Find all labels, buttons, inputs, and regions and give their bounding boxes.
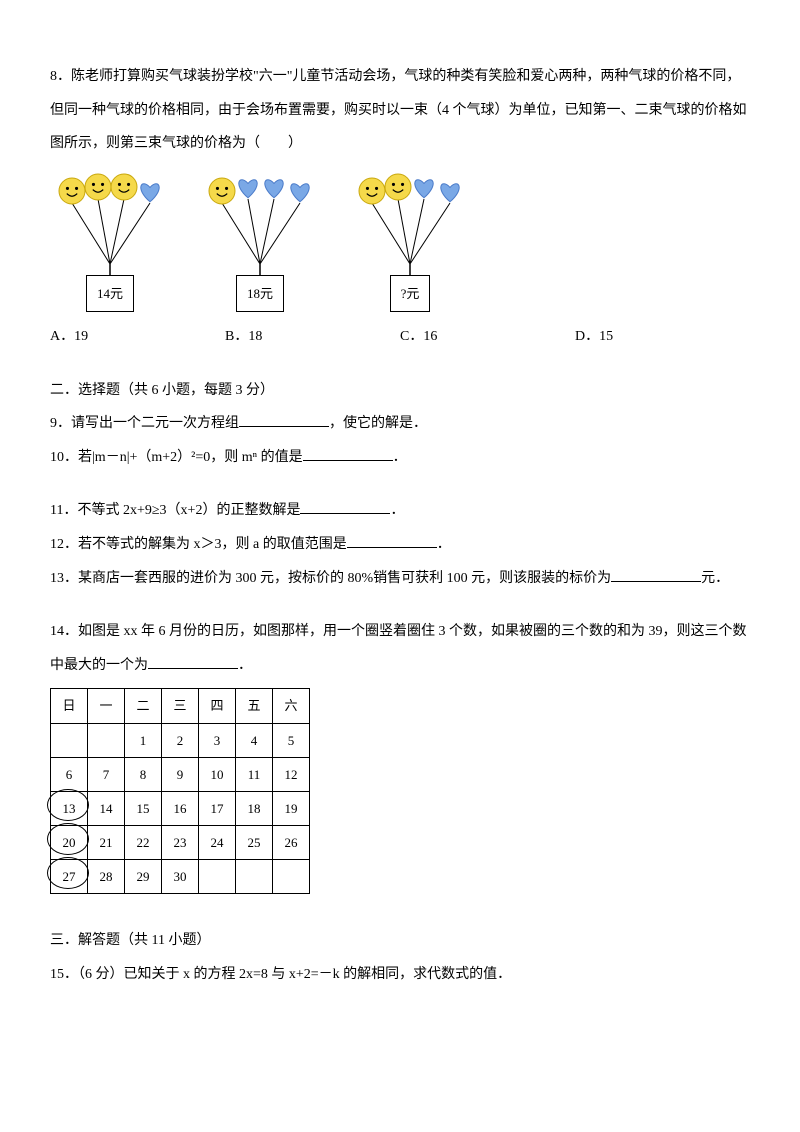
q12-blank[interactable] xyxy=(347,533,437,548)
bundle-1-price: 14元 xyxy=(86,275,134,312)
q14: 14．如图是 xx 年 6 月份的日历，如图那样，用一个圈竖着圈住 3 个数，如… xyxy=(50,615,750,682)
calendar-cell: 21 xyxy=(88,826,125,860)
q10-post: ． xyxy=(393,450,407,465)
calendar-cell: 14 xyxy=(88,791,125,825)
q14-post: ． xyxy=(238,658,252,673)
calendar-header-cell: 日 xyxy=(51,689,88,723)
bundle-1-svg xyxy=(50,169,170,279)
calendar-row: 27282930 xyxy=(51,860,310,894)
calendar-cell xyxy=(273,860,310,894)
calendar-row: 20212223242526 xyxy=(51,826,310,860)
calendar-header-cell: 五 xyxy=(236,689,273,723)
q15: 15．（6 分）已知关于 x 的方程 2x=8 与 x+2=－k 的解相同，求代… xyxy=(50,958,750,992)
q10: 10．若|m－n|+（m+2）²=0，则 mⁿ 的值是 ． xyxy=(50,441,750,475)
calendar-header-cell: 三 xyxy=(162,689,199,723)
q8-text: 8．陈老师打算购买气球装扮学校"六一"儿童节活动会场，气球的种类有笑脸和爱心两种… xyxy=(50,60,750,161)
calendar-cell xyxy=(236,860,273,894)
calendar-cell: 6 xyxy=(51,757,88,791)
q13-pre: 13．某商店一套西服的进价为 300 元，按标价的 80%销售可获利 100 元… xyxy=(50,571,611,586)
calendar-cell xyxy=(199,860,236,894)
bundle-1: 14元 xyxy=(50,169,170,312)
calendar-header-cell: 六 xyxy=(273,689,310,723)
q9-post: ，使它的解是． xyxy=(329,416,427,431)
calendar-body: 1234567891011121314151617181920212223242… xyxy=(51,723,310,894)
calendar-cell: 11 xyxy=(236,757,273,791)
q10-pre: 10．若|m－n|+（m+2）²=0，则 mⁿ 的值是 xyxy=(50,450,303,465)
calendar-header-cell: 四 xyxy=(199,689,236,723)
q11-blank[interactable] xyxy=(300,499,390,514)
calendar-cell: 12 xyxy=(273,757,310,791)
calendar-cell: 19 xyxy=(273,791,310,825)
q9-blank[interactable] xyxy=(239,412,329,427)
calendar-cell: 10 xyxy=(199,757,236,791)
calendar-cell: 13 xyxy=(51,791,88,825)
q11-post: ． xyxy=(390,503,404,518)
calendar-cell xyxy=(51,723,88,757)
calendar-cell: 28 xyxy=(88,860,125,894)
calendar-cell: 17 xyxy=(199,791,236,825)
calendar-row: 13141516171819 xyxy=(51,791,310,825)
balloons-row: 14元 18元 ?元 xyxy=(50,169,750,312)
q8-options: A．19 B．18 C．16 D．15 xyxy=(50,320,750,354)
calendar-cell: 26 xyxy=(273,826,310,860)
q8-opt-a: A．19 xyxy=(50,320,225,354)
q8-opt-c: C．16 xyxy=(400,320,575,354)
q12-pre: 12．若不等式的解集为 x＞3，则 a 的取值范围是 xyxy=(50,537,347,552)
q13-post: 元． xyxy=(701,571,729,586)
calendar-header-cell: 二 xyxy=(125,689,162,723)
bundle-2: 18元 xyxy=(200,169,320,312)
q12: 12．若不等式的解集为 x＞3，则 a 的取值范围是 ． xyxy=(50,528,750,562)
q11-pre: 11．不等式 2x+9≥3（x+2）的正整数解是 xyxy=(50,503,300,518)
q8-opt-d: D．15 xyxy=(575,320,750,354)
calendar-cell: 3 xyxy=(199,723,236,757)
calendar-cell: 20 xyxy=(51,826,88,860)
calendar-cell: 23 xyxy=(162,826,199,860)
q13: 13．某商店一套西服的进价为 300 元，按标价的 80%销售可获利 100 元… xyxy=(50,562,750,596)
q12-post: ． xyxy=(437,537,451,552)
calendar-cell: 27 xyxy=(51,860,88,894)
calendar-cell: 15 xyxy=(125,791,162,825)
calendar-row: 6789101112 xyxy=(51,757,310,791)
calendar-cell: 5 xyxy=(273,723,310,757)
q13-blank[interactable] xyxy=(611,567,701,582)
q9-pre: 9．请写出一个二元一次方程组 xyxy=(50,416,239,431)
calendar-cell xyxy=(88,723,125,757)
calendar-cell: 7 xyxy=(88,757,125,791)
calendar: 日一二三四五六 12345678910111213141516171819202… xyxy=(50,688,310,894)
bundle-3: ?元 xyxy=(350,169,470,312)
calendar-cell: 16 xyxy=(162,791,199,825)
q10-blank[interactable] xyxy=(303,446,393,461)
calendar-row: 12345 xyxy=(51,723,310,757)
q14-blank[interactable] xyxy=(148,654,238,669)
calendar-cell: 25 xyxy=(236,826,273,860)
section-2-heading: 二．选择题（共 6 小题，每题 3 分） xyxy=(50,374,750,408)
calendar-cell: 18 xyxy=(236,791,273,825)
calendar-cell: 4 xyxy=(236,723,273,757)
calendar-cell: 22 xyxy=(125,826,162,860)
section-3-heading: 三．解答题（共 11 小题） xyxy=(50,924,750,958)
calendar-cell: 1 xyxy=(125,723,162,757)
bundle-3-price: ?元 xyxy=(390,275,431,312)
calendar-header-row: 日一二三四五六 xyxy=(51,689,310,723)
q9: 9．请写出一个二元一次方程组 ，使它的解是． xyxy=(50,407,750,441)
calendar-cell: 30 xyxy=(162,860,199,894)
bundle-2-svg xyxy=(200,169,320,279)
calendar-cell: 2 xyxy=(162,723,199,757)
calendar-cell: 29 xyxy=(125,860,162,894)
calendar-header-cell: 一 xyxy=(88,689,125,723)
calendar-cell: 24 xyxy=(199,826,236,860)
bundle-3-svg xyxy=(350,169,470,279)
bundle-2-price: 18元 xyxy=(236,275,284,312)
calendar-cell: 9 xyxy=(162,757,199,791)
q8-opt-b: B．18 xyxy=(225,320,400,354)
calendar-cell: 8 xyxy=(125,757,162,791)
q11: 11．不等式 2x+9≥3（x+2）的正整数解是 ． xyxy=(50,494,750,528)
